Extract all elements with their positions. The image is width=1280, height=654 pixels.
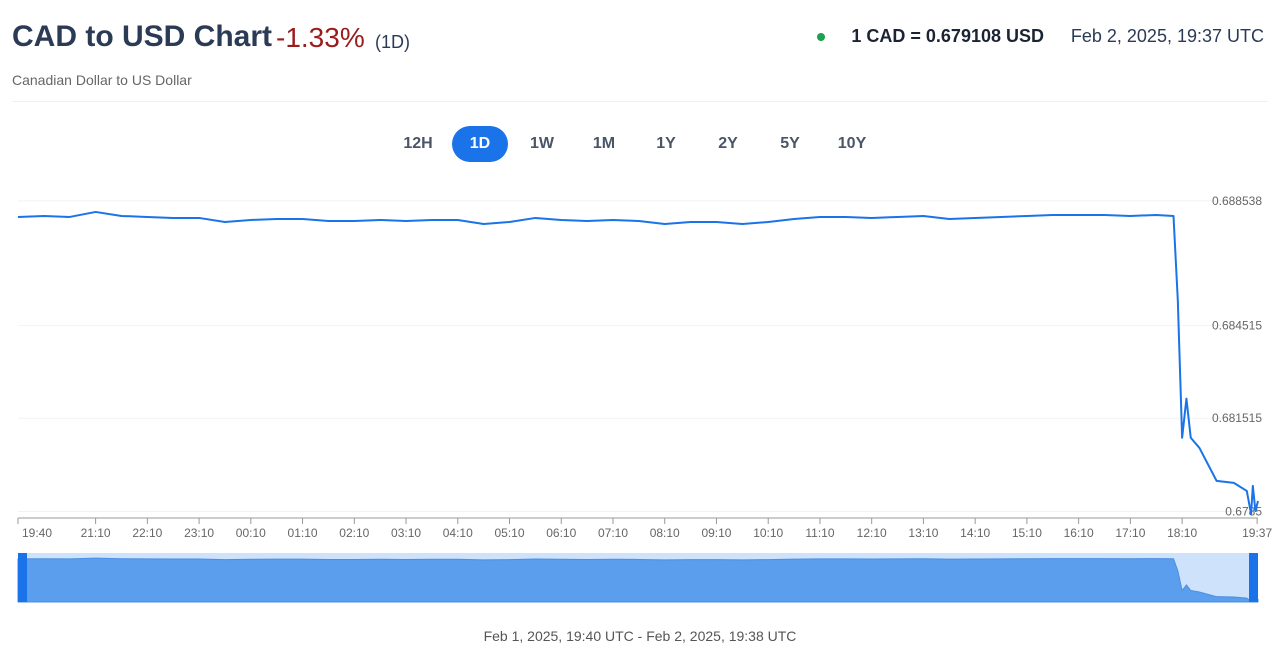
x-tick-label: 09:10 [701,526,731,540]
separator [12,101,1268,102]
x-tick-label: 16:10 [1064,526,1094,540]
x-tick-label: 15:10 [1012,526,1042,540]
navigator-area [17,557,1259,603]
status-dot [817,33,825,41]
range-button[interactable]: 1W [530,135,554,152]
x-tick-label: 10:10 [753,526,783,540]
range-button[interactable]: 1Y [656,135,676,152]
x-tick-label: 12:10 [857,526,887,540]
y-tick-label: 0.6785 [1225,505,1262,519]
range-button[interactable]: 5Y [780,135,800,152]
x-tick-label: 08:10 [650,526,680,540]
range-button[interactable]: 1D [452,126,508,162]
range-button[interactable]: 12H [403,135,433,152]
timestamp: Feb 2, 2025, 19:37 UTC [1070,26,1264,46]
x-tick-label: 14:10 [960,526,990,540]
navigator-handle [1249,553,1258,602]
x-tick-label: 11:10 [805,526,834,540]
chart: 0.688538 0.684515 0.681515 0.6785 19:40 21:10… [17,194,1272,603]
y-tick-label: 0.684515 [1212,318,1262,332]
footer: Feb 1, 2025, 19:40 UTC - Feb 2, 2025, 19… [483,628,797,644]
x-tick-label: 07:10 [598,526,628,540]
x-tick-label: 00:10 [236,526,266,540]
x-tick-label: 03:10 [391,526,421,540]
title: CAD to USD Chart [12,20,272,53]
change: -1.33% [276,22,365,53]
subtitle: Canadian Dollar to US Dollar [12,72,192,88]
x-tick-label: 22:10 [132,526,162,540]
rate: 1 CAD = 0.679108 USD [851,26,1044,46]
range-button[interactable]: 2Y [718,135,738,152]
x-tick-label: 21:10 [81,526,111,540]
range-buttons: 12H 1D 1W 1M 1Y 2Y 5Y 10Y [390,126,880,162]
price-line [17,210,1259,516]
x-tick-label: 04:10 [443,526,473,540]
x-tick-label: 19:40 [22,526,52,540]
x-tick-label: 19:37 [1242,526,1272,540]
y-tick-label: 0.681515 [1212,411,1262,425]
x-tick-label: 17:10 [1115,526,1145,540]
x-tick-label: 01:10 [288,526,318,540]
x-tick-label: 02:10 [339,526,369,540]
range-button[interactable]: 10Y [837,135,867,152]
x-tick-label: 06:10 [546,526,576,540]
x-tick-label: 13:10 [908,526,938,540]
navigator-handle [18,553,27,602]
x-tick-label: 05:10 [495,526,525,540]
y-tick-label: 0.688538 [1212,194,1262,208]
period: (1D) [375,32,410,52]
x-tick-label: 18:10 [1167,526,1197,540]
range-button[interactable]: 1M [592,135,616,152]
x-tick-label: 23:10 [184,526,214,540]
